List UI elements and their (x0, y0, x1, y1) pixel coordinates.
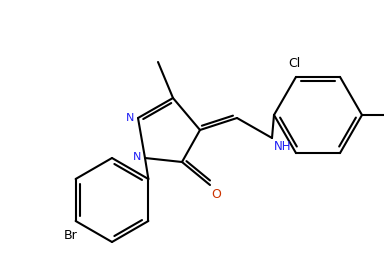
Text: Cl: Cl (288, 57, 300, 70)
Text: O: O (211, 188, 221, 201)
Text: N: N (132, 152, 141, 162)
Text: N: N (126, 113, 134, 123)
Text: NH: NH (274, 140, 291, 153)
Text: Br: Br (64, 229, 78, 242)
